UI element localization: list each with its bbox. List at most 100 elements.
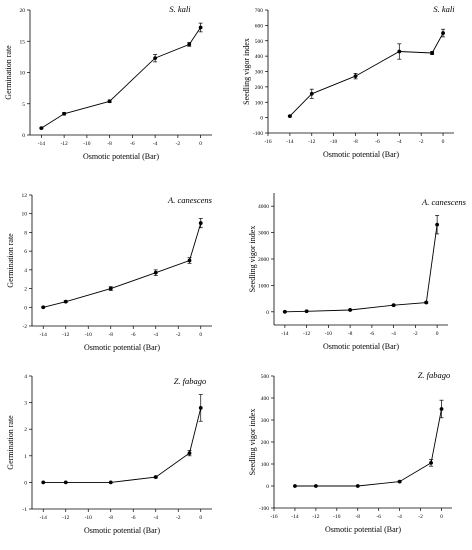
data-point <box>198 221 203 225</box>
x-tick-label: -10 <box>330 139 338 145</box>
x-tick-label: -2 <box>419 139 424 145</box>
x-axis-label: Osmotic potential (Bar) <box>84 343 160 352</box>
data-point <box>424 300 429 305</box>
x-tick-label: -4 <box>397 514 402 520</box>
y-tick-label: 12 <box>22 193 28 199</box>
data-point <box>108 480 113 485</box>
chart-panel-s-kali-vigor: -100 0 100 200 300 400 500 600 700 -16 -14 -12 -10 -8… <box>236 0 472 183</box>
y-tick-label: -100 <box>259 506 269 512</box>
chart-a-canescens-germination: -2 0 2 4 6 8 10 12 -14 -12 -10 -8 -6 -4 -2 0 Osmotic pot… <box>6 193 213 352</box>
y-tick-label: 0 <box>22 133 25 139</box>
x-tick-label: -14 <box>291 514 299 520</box>
data-point <box>153 56 158 61</box>
y-tick-label: 400 <box>261 396 270 402</box>
chart-title: S. kali <box>433 4 455 14</box>
x-tick-label: -2 <box>176 141 181 147</box>
data-point <box>187 451 192 456</box>
y-tick-label: 0 <box>260 116 263 122</box>
data-point <box>282 309 287 314</box>
y-tick-label: 4 <box>24 374 27 380</box>
data-point <box>41 480 46 485</box>
chart-panel-a-canescens-germination: -2 0 2 4 6 8 10 12 -14 -12 -10 -8 -6 -4 -2 0 Osmotic pot… <box>0 183 236 366</box>
x-tick-label: -14 <box>286 139 294 145</box>
chart-title: Z. fabago <box>418 370 451 380</box>
y-tick-label: 400 <box>255 54 264 60</box>
y-tick-label: 6 <box>24 249 27 255</box>
data-point <box>355 484 360 488</box>
data-point <box>39 126 44 131</box>
x-tick-label: -8 <box>355 514 360 520</box>
x-axis-label: Osmotic potential (Bar) <box>323 150 399 159</box>
x-axis-label: Osmotic potential (Bar) <box>323 342 399 351</box>
data-point <box>198 25 203 30</box>
x-tick-label: -8 <box>107 141 112 147</box>
series-line <box>294 408 442 487</box>
x-tick-label: -12 <box>303 331 311 337</box>
y-tick-label: 0 <box>24 305 27 311</box>
y-axis-label: Germination rate <box>6 415 15 470</box>
chart-title: Z. fabago <box>174 376 207 386</box>
data-point <box>41 305 46 310</box>
data-point <box>198 406 203 410</box>
x-tick-label: -12 <box>60 141 68 147</box>
data-point <box>397 49 402 54</box>
x-tick-label: -6 <box>375 139 380 145</box>
y-axis-label: Germination rate <box>6 233 15 288</box>
data-point <box>391 303 396 308</box>
data-point <box>187 258 192 263</box>
x-tick-label: -10 <box>333 514 341 520</box>
y-tick-label: -2 <box>22 324 27 330</box>
y-axis-label: Seedling vigor index <box>248 409 257 476</box>
data-point <box>187 42 192 47</box>
x-tick-label: -14 <box>281 331 289 337</box>
x-tick-label: -14 <box>40 515 48 521</box>
x-tick-label: -12 <box>62 332 70 338</box>
y-tick-label: 1000 <box>258 283 269 289</box>
y-tick-label: 200 <box>261 440 270 446</box>
x-tick-label: -2 <box>418 514 423 520</box>
x-tick-label: -10 <box>325 331 333 337</box>
x-tick-label: 0 <box>199 515 202 521</box>
y-tick-label: 0 <box>266 310 269 316</box>
y-axis-label: Seedling vigor index <box>248 226 257 293</box>
data-point <box>348 308 353 312</box>
data-point <box>430 51 435 55</box>
x-tick-label: -10 <box>85 515 93 521</box>
data-point <box>429 461 433 465</box>
y-tick-label: 2 <box>24 287 27 293</box>
data-point <box>293 484 297 488</box>
x-tick-label: -12 <box>62 515 70 521</box>
y-tick-label: 100 <box>255 100 264 106</box>
x-tick-label: -6 <box>131 515 136 521</box>
x-tick-label: -14 <box>40 332 48 338</box>
y-tick-label: 0 <box>24 480 27 486</box>
chart-title: S. kali <box>169 4 191 14</box>
data-point <box>108 286 113 291</box>
y-tick-label: 5 <box>22 102 25 108</box>
x-tick-label: -6 <box>376 514 381 520</box>
chart-z-fabago-vigor: -100 0 100 200 300 400 500 -16 -14 -12 -10 -8 -6 -4 -2… <box>248 370 452 534</box>
y-axis-label: Seedling vigor index <box>242 38 251 105</box>
series-line <box>284 224 438 313</box>
chart-panel-z-fabago-germination: -1 0 1 2 3 4 -14 -12 -10 -8 -6 -4 -2 0 Osmotic potenti… <box>0 366 236 549</box>
x-tick-label: -2 <box>176 515 181 521</box>
data-point <box>441 31 445 35</box>
y-tick-label: 500 <box>261 374 270 380</box>
y-tick-label: 0 <box>266 484 269 490</box>
y-tick-label: 8 <box>24 230 27 236</box>
data-point <box>435 222 440 227</box>
x-tick-label: -2 <box>413 331 418 337</box>
x-tick-label: -6 <box>130 141 135 147</box>
x-tick-label: -16 <box>264 139 272 145</box>
chart-a-canescens-vigor: 0 1000 2000 3000 4000 -14 -12 -10 -8 -6 -4 -2 0 Osmot… <box>248 193 467 351</box>
data-point <box>313 484 318 488</box>
series-line <box>41 27 201 129</box>
y-tick-label: 100 <box>261 462 270 468</box>
y-tick-label: 10 <box>20 71 26 77</box>
y-tick-label: 3000 <box>258 231 269 237</box>
y-tick-label: 2 <box>24 427 27 433</box>
data-point <box>63 299 68 304</box>
y-tick-label: 2000 <box>258 257 269 263</box>
x-axis-label: Osmotic potential (Bar) <box>325 525 401 534</box>
